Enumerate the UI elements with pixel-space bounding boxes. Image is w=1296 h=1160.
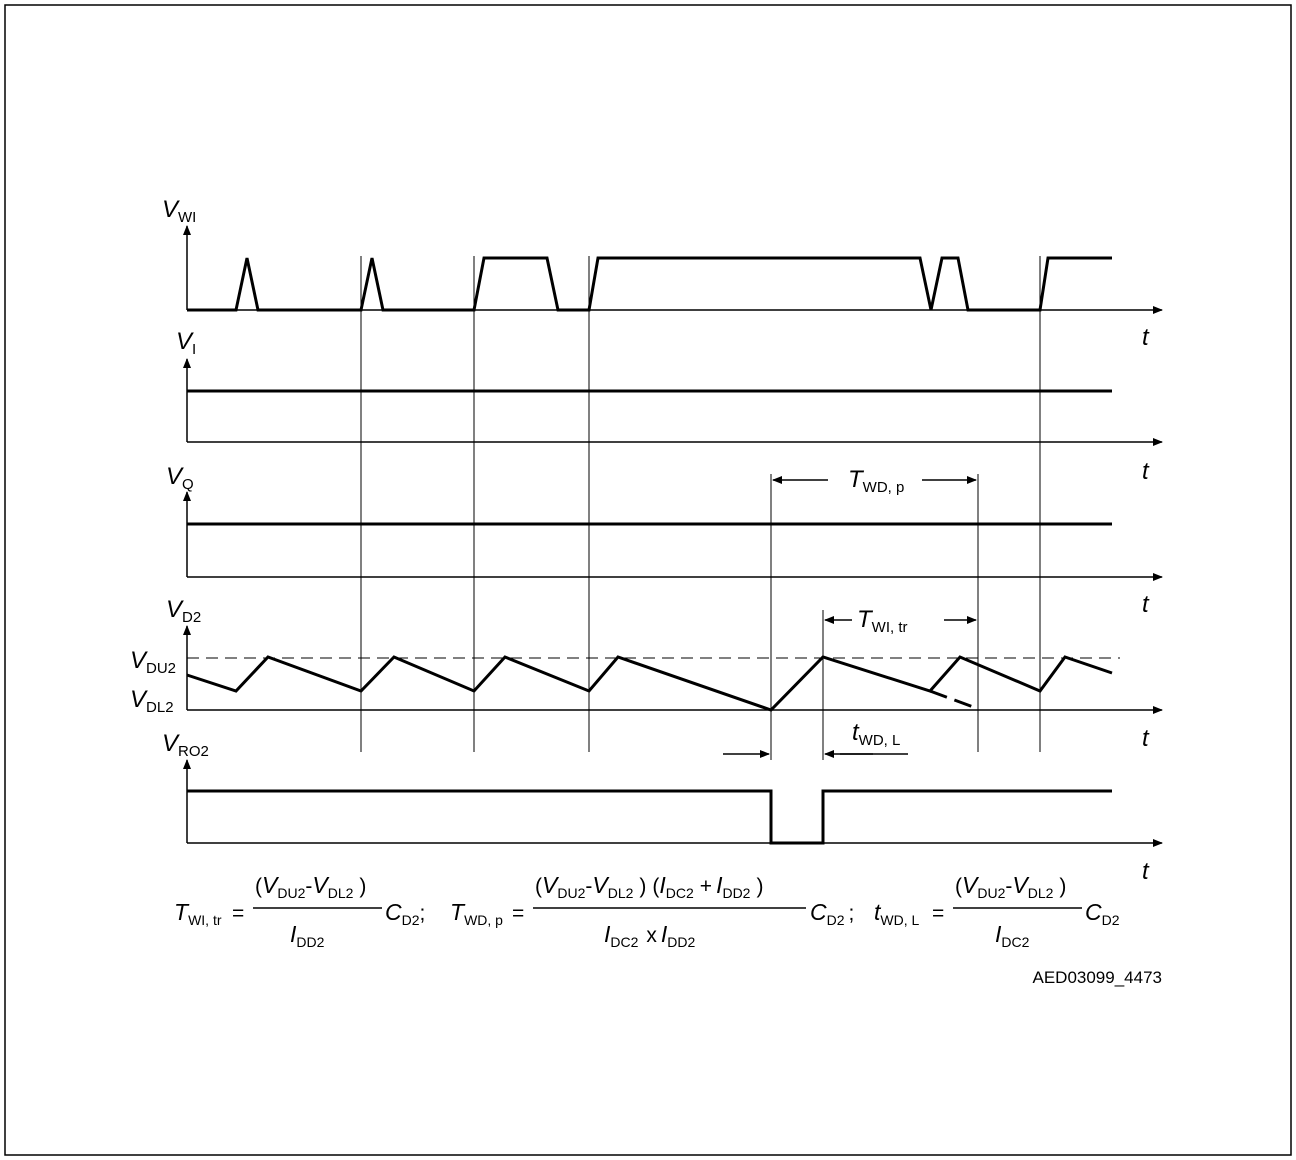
vi-panel: VI t <box>176 328 1163 485</box>
eq3-denominator: IDC2 <box>995 921 1030 950</box>
eq1-numerator: (VDU2-VDL2) <box>255 872 366 901</box>
vd2-label: VD2 <box>166 596 201 626</box>
formula-block: TWI, tr = (VDU2-VDL2) IDD2 CD2; TWD, p =… <box>174 872 1120 950</box>
vi-t-label: t <box>1142 458 1150 485</box>
vd2-waveform <box>186 655 1113 712</box>
twd-p-label: TWD, p <box>848 466 904 496</box>
timing-guides <box>360 256 1041 760</box>
eq3-numerator: (VDU2-VDL2) <box>955 872 1066 901</box>
twi-tr-label: TWI, tr <box>857 606 908 636</box>
vwi-t-label: t <box>1142 324 1150 351</box>
twd-l-label: tWD, L <box>852 719 900 749</box>
eq3-lhs: tWD, L <box>874 899 919 928</box>
eq3-equals: = <box>932 902 944 925</box>
vd2-panel: VD2 t VDU2 VDL2 TWI, tr <box>130 596 1163 752</box>
vwi-panel: VWI t <box>162 196 1163 351</box>
vwi-label: VWI <box>162 196 196 226</box>
vd2-t-label: t <box>1142 725 1150 752</box>
vd2-dashed-extension <box>929 689 977 710</box>
eq1-lhs: TWI, tr <box>174 899 222 928</box>
vq-panel: VQ t TWD, p <box>166 463 1163 618</box>
vro2-label: VRO2 <box>162 730 209 760</box>
vdl2-label: VDL2 <box>130 686 174 716</box>
eq3-c-term: CD2 <box>1085 899 1120 928</box>
eq2-lhs: TWD, p <box>450 899 503 928</box>
figure-code: AED03099_4473 <box>1032 968 1162 987</box>
eq1-c-term: CD2; <box>385 899 425 928</box>
vwi-waveform <box>187 256 1112 312</box>
vdu2-label: VDU2 <box>130 647 176 677</box>
formula-twi-tr: TWI, tr = (VDU2-VDL2) IDD2 CD2; <box>174 872 425 950</box>
vro2-panel: VRO2 t tWD, L <box>162 719 1163 885</box>
formula-twd-p: TWD, p = (VDU2-VDL2) (IDC2 + IDD2) IDC2 x IDD… <box>450 872 854 950</box>
eq2-numerator: (VDU2-VDL2) (IDC2 + IDD2) <box>535 872 763 901</box>
eq1-denominator: IDD2 <box>290 921 325 950</box>
vi-label: VI <box>176 328 196 358</box>
vq-t-label: t <box>1142 591 1150 618</box>
vq-label: VQ <box>166 463 194 493</box>
eq2-c-term: CD2; <box>810 899 854 928</box>
vro2-waveform <box>187 789 1112 845</box>
formula-twd-l: tWD, L = (VDU2-VDL2) IDC2 CD2 <box>874 872 1120 950</box>
eq1-equals: = <box>232 902 244 925</box>
page-frame <box>4 4 1292 1156</box>
eq2-equals: = <box>512 902 524 925</box>
eq2-denominator: IDC2 x IDD2 <box>604 921 696 950</box>
vro2-t-label: t <box>1142 858 1150 885</box>
